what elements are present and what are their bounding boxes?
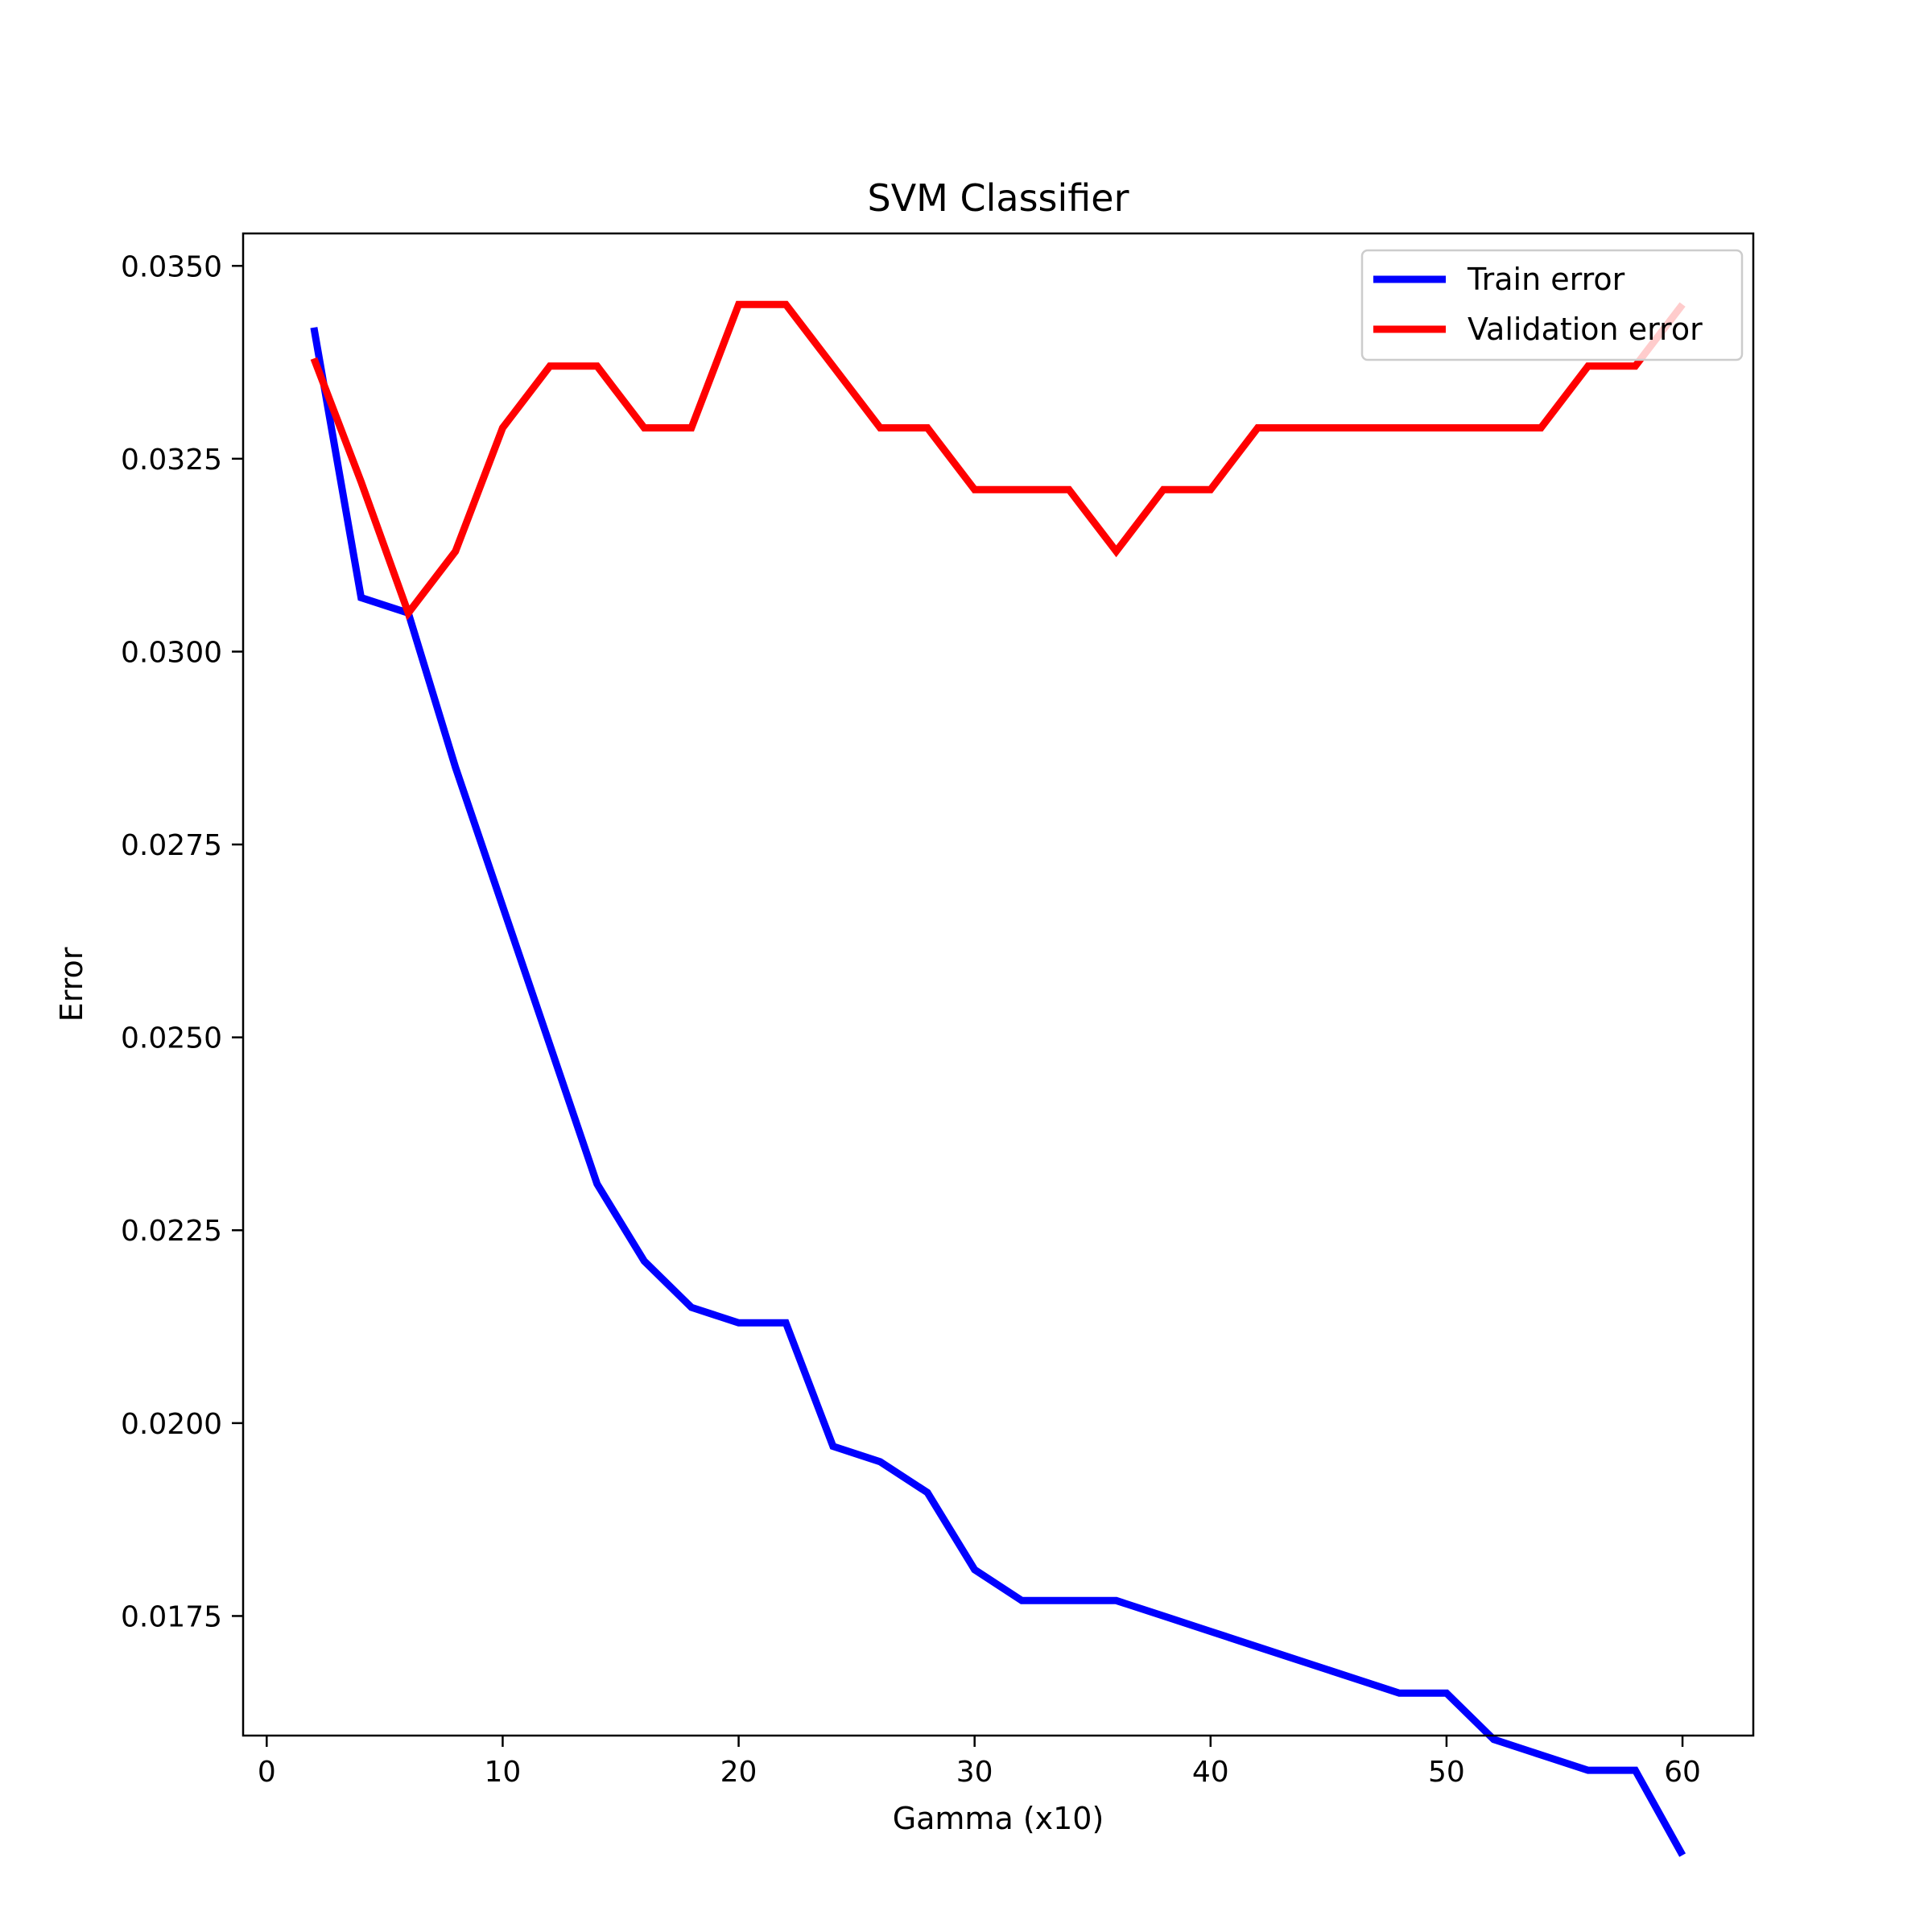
x-tick-label: 0 <box>258 1756 276 1789</box>
y-tick-label: 0.0350 <box>121 250 222 283</box>
legend: Train error Validation error <box>1360 249 1744 361</box>
legend-label: Validation error <box>1468 312 1703 347</box>
y-axis: 0.0175 0.0200 0.0225 0.0250 0.0275 0.0300 0.03… <box>121 250 243 1633</box>
x-tick-label: 10 <box>485 1756 522 1789</box>
series-line-train-error <box>310 327 1686 1857</box>
y-tick-label: 0.0175 <box>121 1600 222 1633</box>
chart-title: SVM Classifier <box>868 176 1129 220</box>
legend-label: Train error <box>1467 262 1625 297</box>
y-tick-label: 0.0200 <box>121 1408 222 1441</box>
y-tick-label: 0.0300 <box>121 636 222 669</box>
y-axis-label: Error <box>54 947 89 1022</box>
x-tick-label: 40 <box>1192 1756 1229 1789</box>
y-tick-label: 0.0225 <box>121 1215 222 1248</box>
series-line-validation-error <box>310 300 1686 621</box>
x-tick-label: 60 <box>1664 1756 1701 1789</box>
plot-lines <box>310 300 1686 1857</box>
plot-area-frame <box>242 232 1755 1737</box>
x-tick-label: 50 <box>1428 1756 1465 1789</box>
y-tick-label: 0.0275 <box>121 829 222 862</box>
x-tick-label: 30 <box>956 1756 993 1789</box>
y-tick-label: 0.0250 <box>121 1022 222 1055</box>
x-axis-label: Gamma (x10) <box>893 1801 1104 1836</box>
y-tick-label: 0.0325 <box>121 444 222 477</box>
x-tick-label: 20 <box>720 1756 758 1789</box>
legend-box <box>1360 249 1744 361</box>
x-axis: 0 10 20 30 40 50 60 <box>258 1736 1701 1789</box>
